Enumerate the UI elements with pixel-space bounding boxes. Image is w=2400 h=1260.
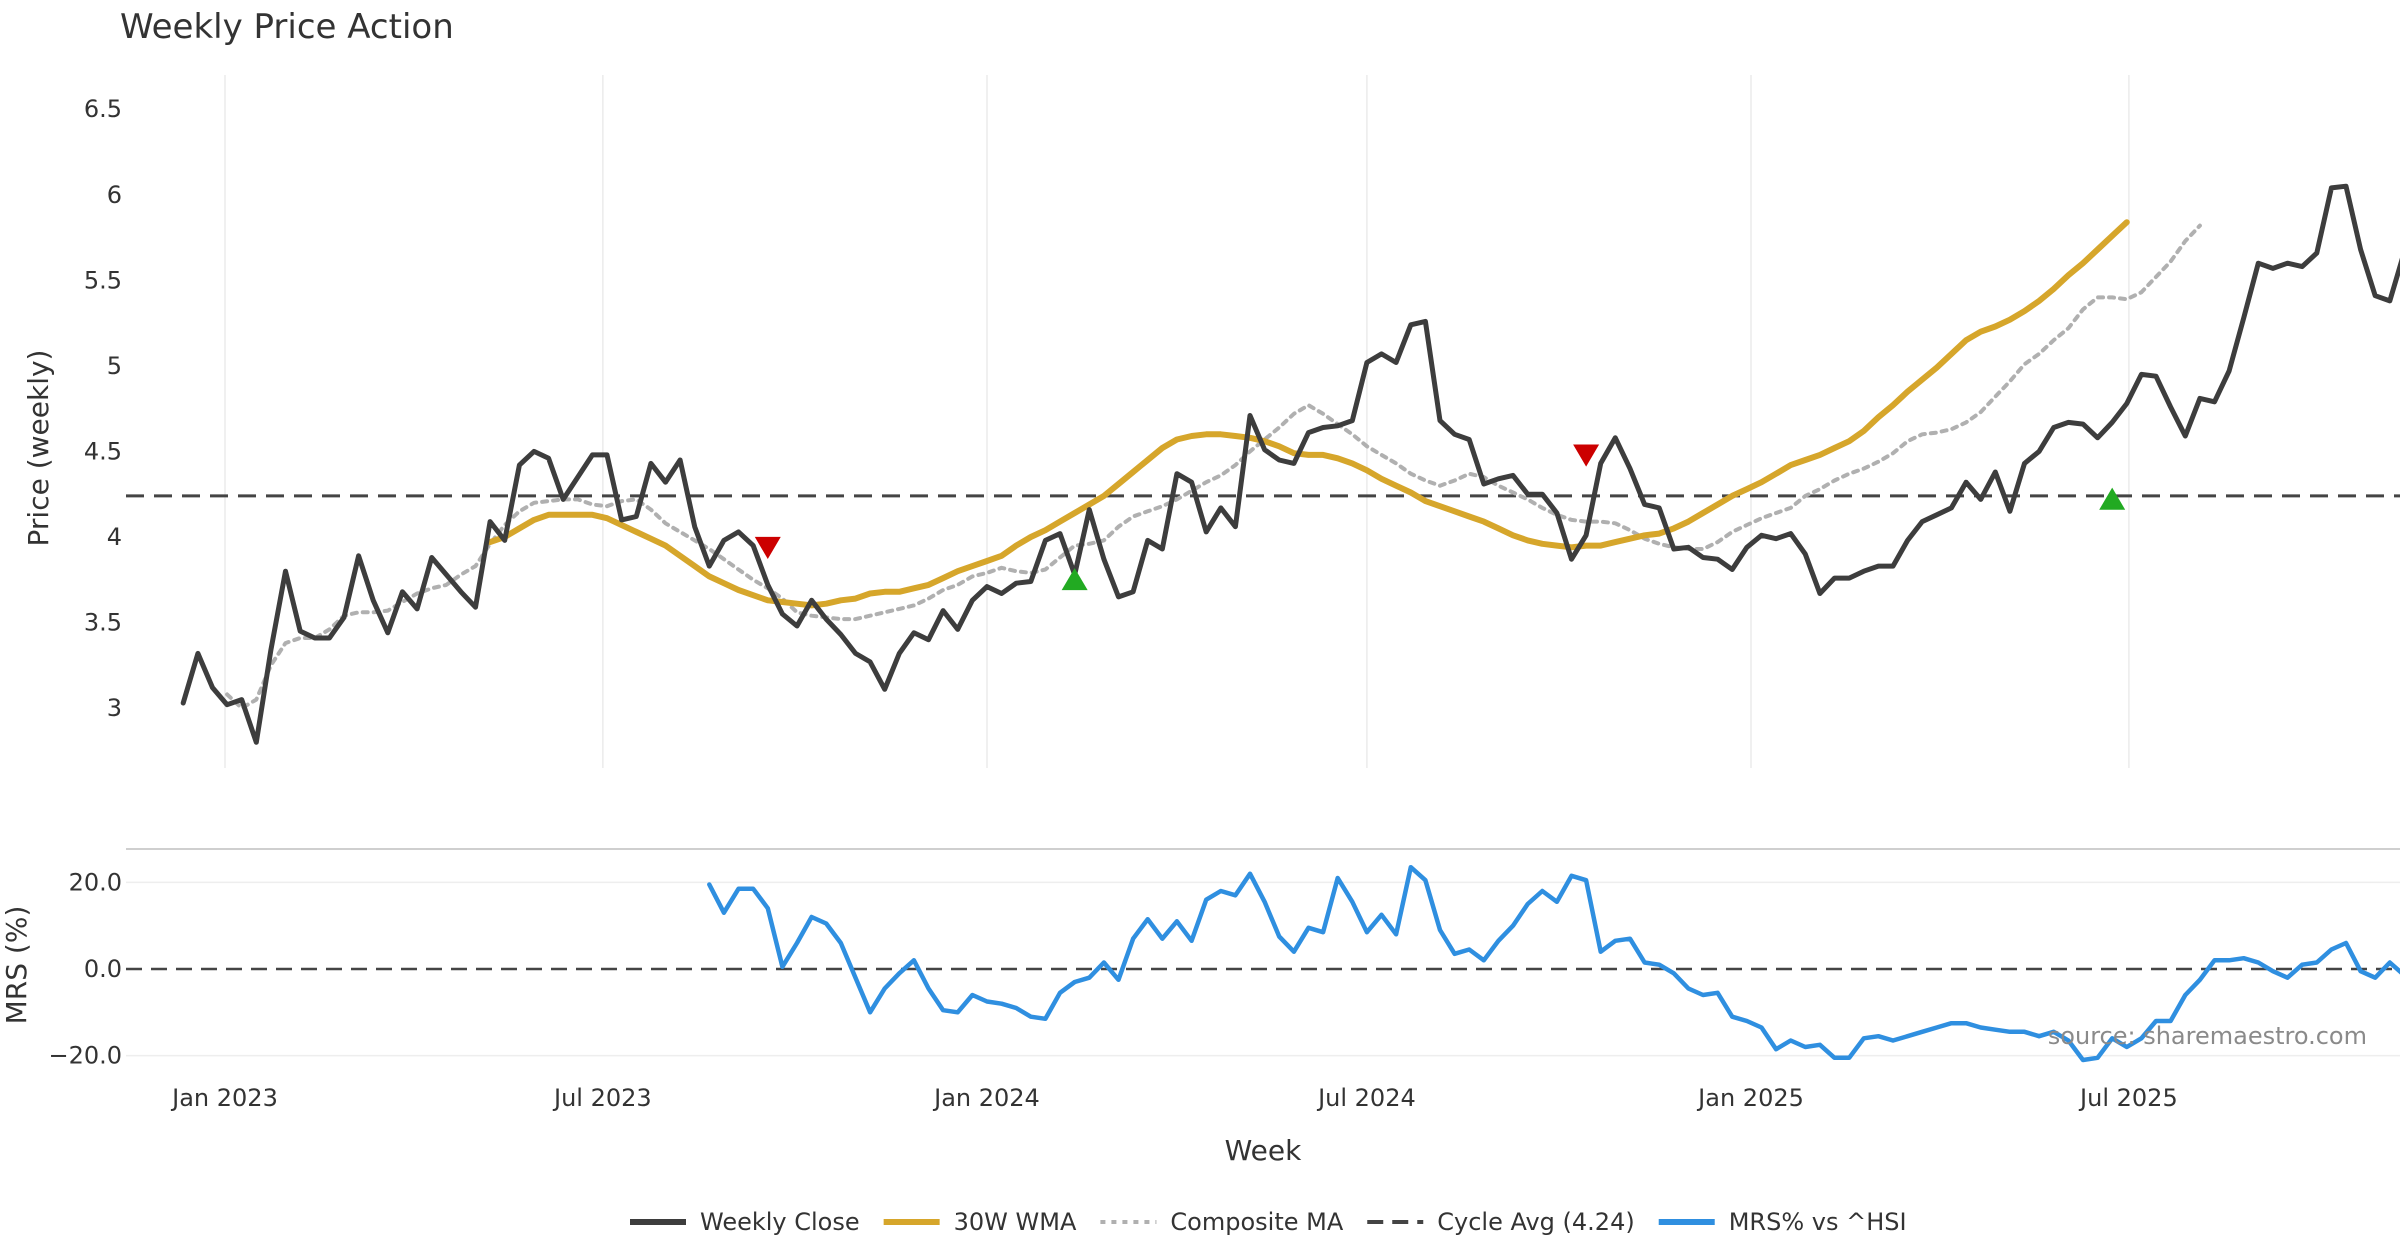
series-layer	[180, 183, 2400, 1063]
price-axis-title: Price (weekly)	[22, 350, 55, 547]
x-tick-label: Jan 2023	[170, 1084, 278, 1112]
buy-signal-marker	[2099, 487, 2126, 510]
legend-label: MRS% vs ^HSI	[1729, 1208, 1907, 1236]
composite-ma-line	[225, 223, 2202, 711]
x-tick-label: Jul 2024	[1316, 1084, 1416, 1112]
reference-lines	[126, 494, 2400, 971]
price-y-tick-label: 3.5	[84, 609, 122, 637]
sell-signal-marker	[1573, 444, 1600, 467]
x-axis-title: Week	[1225, 1134, 1302, 1167]
price-y-tick-label: 6	[107, 181, 122, 209]
mrs-line	[707, 864, 2400, 1063]
axis-labels: 3 3.5 4 4.5 5 5.5 6 6.5 20.0 0.0 −20.0 Jan 2023 Jul …	[48, 95, 2177, 1112]
x-tick-label: Jul 2023	[552, 1084, 652, 1112]
x-tick-label: Jan 2024	[932, 1084, 1040, 1112]
x-tick-label: Jan 2025	[1696, 1084, 1804, 1112]
mrs-y-tick-label: −20.0	[48, 1042, 122, 1070]
price-y-tick-label: 4	[107, 523, 122, 551]
price-y-tick-label: 5.5	[84, 266, 122, 294]
legend: Weekly Close 30W WMA Composite MA Cycle Avg…	[630, 1208, 1907, 1236]
legend-item: Composite MA	[1100, 1208, 1344, 1236]
price-y-tick-label: 6.5	[84, 95, 122, 123]
price-y-tick-label: 3	[107, 694, 122, 722]
wma-30w-line	[487, 219, 2130, 609]
sell-signal-marker	[754, 536, 781, 559]
mrs-y-tick-label: 0.0	[84, 955, 122, 983]
mrs-y-tick-label: 20.0	[69, 868, 122, 896]
buy-signal-marker	[1061, 568, 1088, 591]
price-y-tick-label: 4.5	[84, 437, 122, 465]
x-tick-label: Jul 2025	[2078, 1084, 2178, 1112]
legend-item: Weekly Close	[630, 1208, 860, 1236]
price-y-tick-label: 5	[107, 352, 122, 380]
legend-item: Cycle Avg (4.24)	[1367, 1208, 1635, 1236]
source-note: source: sharemaestro.com	[2048, 1022, 2367, 1050]
legend-item: MRS% vs ^HSI	[1658, 1208, 1907, 1236]
signal-markers	[754, 444, 2126, 591]
chart-title: Weekly Price Action	[120, 7, 454, 47]
legend-label: Weekly Close	[700, 1208, 860, 1236]
legend-label: Cycle Avg (4.24)	[1437, 1208, 1634, 1236]
legend-label: Composite MA	[1170, 1208, 1343, 1236]
mrs-axis-title: MRS (%)	[0, 906, 33, 1025]
weekly-close-line	[180, 183, 2400, 745]
grid-layer	[126, 75, 2400, 1057]
legend-item: 30W WMA	[883, 1208, 1077, 1236]
legend-label: 30W WMA	[954, 1208, 1077, 1236]
